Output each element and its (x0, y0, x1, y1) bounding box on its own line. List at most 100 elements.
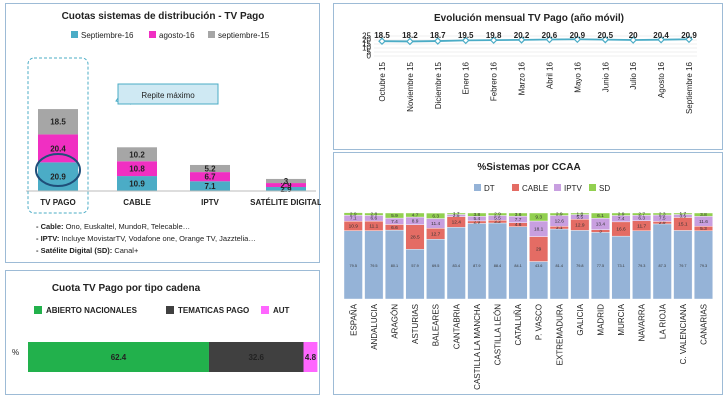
note-iptv-key: - IPTV: (36, 234, 60, 243)
bar-segment (508, 212, 528, 217)
data-label: 19.8 (486, 31, 502, 40)
category-label: EXTREMADURA (555, 303, 564, 365)
bar-value-label: 79.3 (700, 264, 707, 268)
data-point (573, 35, 582, 44)
distribution-share-panel: Cuotas sistemas de distribución - TV Pag… (5, 3, 321, 263)
data-label: 20.9 (570, 31, 586, 40)
bar-segment (508, 226, 528, 300)
bar-value-label: 81.4 (556, 264, 563, 268)
note-cable-key: - Cable: (36, 222, 64, 231)
bar-value-label: 6.1 (597, 213, 604, 219)
bar-value-label: 9.3 (535, 214, 542, 220)
legend-swatch (474, 184, 481, 191)
legend-label: septiembre-15 (218, 31, 270, 40)
bar-segment (117, 161, 157, 177)
legend-swatch (208, 31, 215, 38)
note-iptv: - IPTV: Incluye MovistarTV, Vodafone one… (36, 234, 256, 243)
monthly-evolution-panel: Evolución mensual TV Pago (año móvil) 0 5 1… (333, 3, 723, 150)
bar-value-label: 79.5 (370, 264, 377, 268)
bar-segment (591, 212, 610, 219)
chart4-title: %Sistemas por CCAA (477, 162, 580, 173)
bar-segment (208, 342, 304, 372)
legend-label: CABLE (522, 184, 548, 193)
bar-value-label: 2.8 (371, 212, 378, 218)
bar-value-label: 3.5 (680, 213, 687, 219)
bar-value-label: 32.6 (248, 353, 264, 362)
bar-segment (549, 212, 569, 216)
chart1-title: Cuotas sistemas de distribución - TV Pag… (62, 11, 265, 22)
bar-value-label: 1.7 (453, 211, 460, 217)
category-label: IPTV (201, 198, 219, 207)
bar-segment (487, 212, 507, 216)
data-label: 19.5 (458, 31, 474, 40)
channel-type-panel: Cuota TV Pago por tipo cadena ABIERTO NAC… (5, 270, 320, 395)
bar-segment (38, 109, 78, 135)
bar-value-label: 6.3 (638, 216, 645, 222)
legend-label: Septiembre-16 (81, 31, 134, 40)
x-tick-label: Abril 16 (545, 61, 554, 89)
bar-value-label: 29 (536, 247, 542, 253)
y-tick-label: 20 (362, 36, 371, 45)
bar-value-label: 79.8 (576, 264, 583, 268)
x-tick-label: Febrero 16 (490, 61, 499, 101)
data-point (378, 37, 386, 46)
data-point (489, 36, 498, 45)
bar-value-label: 83.4 (453, 264, 460, 268)
bar-value-label: 2.7 (638, 212, 645, 218)
bar-value-label: 11.1 (369, 223, 378, 229)
x-tick-label: Julio 16 (629, 61, 638, 89)
chart3-title: Cuota TV Pago por tipo cadena (52, 283, 201, 294)
bar-value-label: 20.4 (50, 144, 66, 153)
bar-value-label: 43.6 (535, 264, 542, 268)
bar-value-label: 10.9 (129, 180, 145, 189)
bar-value-label: 5.3 (700, 226, 707, 232)
bar-segment (190, 172, 230, 182)
bar-value-label: 2.9 (556, 212, 563, 218)
bar-value-label: 3 (599, 229, 602, 235)
note-satelite-text: Canal+ (112, 246, 139, 255)
bar-segment (405, 212, 425, 218)
bar-segment (529, 212, 549, 222)
legend-swatch (554, 184, 561, 191)
data-label: 20.6 (542, 31, 558, 40)
data-point (629, 36, 638, 44)
data-point (657, 35, 665, 44)
bar-value-label: 12.4 (452, 219, 462, 225)
x-tick-label: Junio 16 (601, 61, 610, 92)
bar-value-label: 12.6 (555, 218, 565, 224)
note-satelite: - Satélite Digital (SD): Canal+ (36, 246, 138, 255)
category-label: MURCIA (617, 303, 626, 335)
bar-value-label: 11.6 (699, 219, 708, 225)
bar-value-label: 2.5 (453, 213, 460, 219)
bar-segment (28, 342, 209, 372)
bar-segment (694, 212, 713, 217)
bar-segment (190, 164, 230, 173)
bar-value-label: 79.7 (679, 264, 686, 268)
category-label: MADRID (596, 304, 605, 336)
bar-value-label: 87.3 (659, 264, 666, 268)
bar-value-label: 6.6 (391, 225, 398, 231)
category-label: NAVARRA (638, 303, 647, 341)
data-point (545, 35, 554, 44)
category-label: CABLE (123, 198, 151, 207)
category-label: C. VALENCIANA (679, 303, 688, 364)
bar-value-label: 10.9 (349, 223, 359, 229)
bar-value-label: 2.9 (350, 211, 357, 217)
data-label: 20.4 (653, 31, 669, 40)
y-tick-label: 5 (367, 48, 372, 57)
bar-segment (487, 222, 507, 300)
category-label: CASTILLA LA MANCHA (473, 303, 482, 389)
data-point (461, 36, 470, 45)
row-label: % (12, 348, 19, 357)
bar-segment (570, 212, 590, 215)
bar-value-label: 3.2 (494, 219, 501, 225)
bar-value-label: 7.4 (618, 216, 625, 222)
bar-value-label: 16.6 (616, 226, 626, 232)
bar-segment (426, 212, 446, 219)
legend-swatch (166, 306, 174, 314)
bar-value-label: 7.5 (659, 216, 666, 222)
category-label: ASTURIAS (411, 304, 420, 344)
bar-value-label: 5.9 (391, 213, 398, 219)
bar-value-label: 3.1 (556, 225, 563, 231)
legend-label: AUT (273, 306, 290, 315)
